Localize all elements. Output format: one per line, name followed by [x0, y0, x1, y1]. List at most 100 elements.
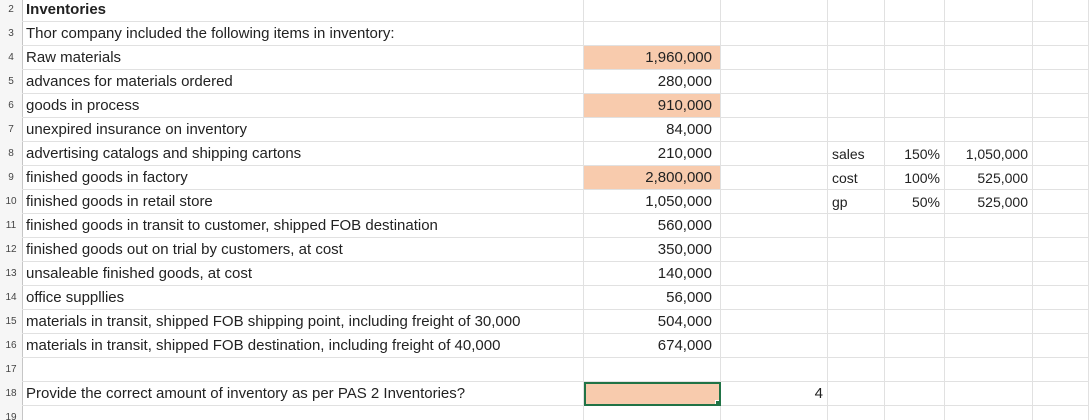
cell-a[interactable]: finished goods in factory [22, 166, 584, 190]
cell-e[interactable] [885, 406, 945, 420]
cell-b[interactable] [584, 406, 721, 420]
selected-cell[interactable] [584, 382, 721, 406]
cell-b[interactable]: 140,000 [584, 262, 721, 286]
cell-c[interactable] [721, 70, 828, 94]
cell-d[interactable] [828, 334, 885, 358]
cell-a[interactable]: goods in process [22, 94, 584, 118]
cell-c[interactable] [721, 358, 828, 382]
cell-b[interactable]: 210,000 [584, 142, 721, 166]
cell-c[interactable] [721, 0, 828, 22]
row-header[interactable]: 7 [0, 118, 23, 142]
cell-a[interactable]: finished goods in transit to customer, s… [22, 214, 584, 238]
row-header[interactable]: 10 [0, 190, 23, 214]
cell-d[interactable] [828, 22, 885, 46]
cell-f[interactable] [945, 358, 1033, 382]
cell-e[interactable] [885, 334, 945, 358]
cell-a[interactable]: materials in transit, shipped FOB shippi… [22, 310, 584, 334]
row-header[interactable]: 4 [0, 46, 23, 70]
row-header[interactable]: 17 [0, 358, 23, 382]
row-header[interactable]: 6 [0, 94, 23, 118]
cell-g[interactable] [1033, 382, 1089, 406]
row-header[interactable]: 2 [0, 0, 23, 22]
cell-a[interactable] [22, 406, 584, 420]
cell-g[interactable] [1033, 22, 1089, 46]
cell-b[interactable] [584, 22, 721, 46]
cell-a[interactable]: finished goods out on trial by customers… [22, 238, 584, 262]
cell-c[interactable] [721, 118, 828, 142]
cell-b[interactable]: 910,000 [584, 94, 721, 118]
cell-f[interactable] [945, 238, 1033, 262]
cell-e[interactable] [885, 0, 945, 22]
cell-f[interactable] [945, 286, 1033, 310]
cell-g[interactable] [1033, 70, 1089, 94]
cell-c[interactable] [721, 22, 828, 46]
cell-c[interactable] [721, 286, 828, 310]
cell-a[interactable]: unexpired insurance on inventory [22, 118, 584, 142]
cell-e[interactable]: 50% [885, 190, 945, 214]
cell-g[interactable] [1033, 190, 1089, 214]
cell-g[interactable] [1033, 406, 1089, 420]
row-header[interactable]: 5 [0, 70, 23, 94]
cell-b[interactable]: 350,000 [584, 238, 721, 262]
cell-d[interactable]: sales [828, 142, 885, 166]
cell-d[interactable] [828, 382, 885, 406]
cell-d[interactable] [828, 286, 885, 310]
cell-f[interactable] [945, 94, 1033, 118]
cell-g[interactable] [1033, 142, 1089, 166]
cell-d[interactable] [828, 358, 885, 382]
cell-a[interactable]: Inventories [22, 0, 584, 22]
cell-b[interactable]: 280,000 [584, 70, 721, 94]
cell-g[interactable] [1033, 286, 1089, 310]
cell-e[interactable] [885, 70, 945, 94]
cell-d[interactable] [828, 118, 885, 142]
cell-c[interactable] [721, 166, 828, 190]
cell-d[interactable] [828, 70, 885, 94]
cell-b[interactable] [584, 358, 721, 382]
row-header[interactable]: 14 [0, 286, 23, 310]
cell-f[interactable]: 525,000 [945, 166, 1033, 190]
cell-f[interactable]: 1,050,000 [945, 142, 1033, 166]
row-header[interactable]: 19 [0, 406, 23, 420]
cell-d[interactable] [828, 238, 885, 262]
cell-g[interactable] [1033, 0, 1089, 22]
row-header[interactable]: 13 [0, 262, 23, 286]
cell-c[interactable] [721, 214, 828, 238]
cell-b[interactable]: 1,960,000 [584, 46, 721, 70]
row-header[interactable]: 18 [0, 382, 23, 406]
cell-a[interactable]: advances for materials ordered [22, 70, 584, 94]
cell-e[interactable] [885, 382, 945, 406]
cell-g[interactable] [1033, 166, 1089, 190]
cell-d[interactable] [828, 406, 885, 420]
cell-c[interactable] [721, 94, 828, 118]
cell-a[interactable]: Thor company included the following item… [22, 22, 584, 46]
cell-d[interactable] [828, 214, 885, 238]
cell-e[interactable]: 150% [885, 142, 945, 166]
cell-a[interactable]: Provide the correct amount of inventory … [22, 382, 584, 406]
cell-b[interactable]: 2,800,000 [584, 166, 721, 190]
cell-c[interactable] [721, 142, 828, 166]
row-header[interactable]: 11 [0, 214, 23, 238]
cell-a[interactable]: finished goods in retail store [22, 190, 584, 214]
cell-a[interactable]: materials in transit, shipped FOB destin… [22, 334, 584, 358]
cell-f[interactable] [945, 0, 1033, 22]
cell-e[interactable] [885, 46, 945, 70]
cell-d[interactable]: cost [828, 166, 885, 190]
cell-g[interactable] [1033, 214, 1089, 238]
cell-e[interactable] [885, 238, 945, 262]
cell-e[interactable] [885, 358, 945, 382]
cell-g[interactable] [1033, 334, 1089, 358]
cell-b[interactable]: 56,000 [584, 286, 721, 310]
cell-d[interactable] [828, 0, 885, 22]
cell-c[interactable] [721, 334, 828, 358]
row-header[interactable]: 3 [0, 22, 23, 46]
cell-a[interactable]: advertising catalogs and shipping carton… [22, 142, 584, 166]
cell-b[interactable]: 560,000 [584, 214, 721, 238]
cell-b[interactable]: 84,000 [584, 118, 721, 142]
cell-e[interactable] [885, 310, 945, 334]
cell-f[interactable] [945, 310, 1033, 334]
cell-d[interactable] [828, 94, 885, 118]
cell-d[interactable]: gp [828, 190, 885, 214]
cell-b[interactable]: 1,050,000 [584, 190, 721, 214]
cell-c[interactable] [721, 238, 828, 262]
cell-c[interactable]: 4 [721, 382, 828, 406]
